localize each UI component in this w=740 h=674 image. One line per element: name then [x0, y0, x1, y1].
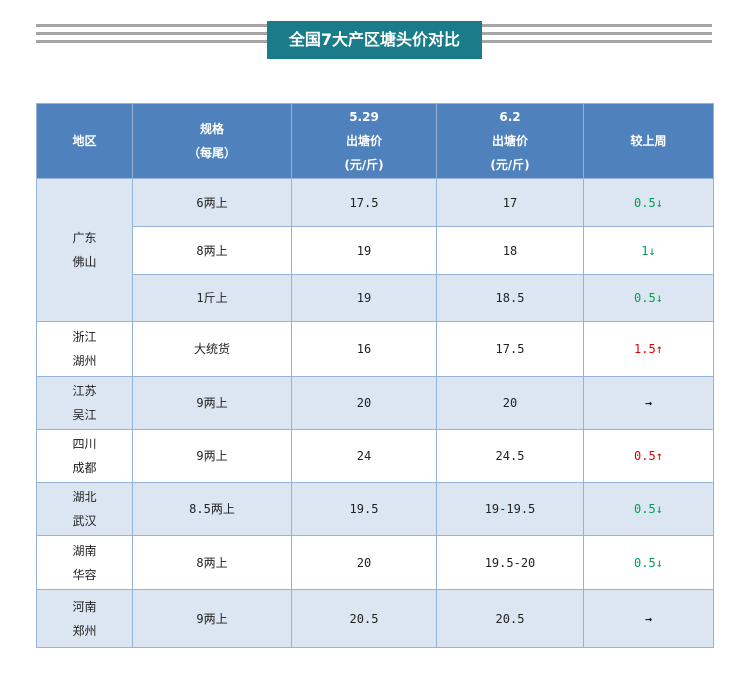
change-cell: 0.5↓ — [583, 482, 714, 536]
price-cell: 19 — [291, 226, 437, 275]
table-body: 广东 佛山 6两上 17.5 17 0.5↓ 8两上 19 18 1↓ 1斤上 19 18.5 0.5↓ 浙… — [36, 178, 714, 648]
text-line: 规格 — [199, 122, 224, 136]
text-line: 湖州 — [72, 354, 97, 368]
text-line: 6.2 — [499, 110, 521, 124]
text-line: （每尾） — [187, 146, 236, 160]
region-cell: 江苏 吴江 — [36, 376, 133, 430]
price-cell: 16 — [291, 321, 437, 377]
price-cell: 19.5 — [291, 482, 437, 536]
change-cell: 1↓ — [583, 226, 714, 275]
text-line: 四川 — [72, 437, 97, 451]
text-line: 出塘价 — [345, 134, 382, 148]
price-cell: 24.5 — [436, 429, 584, 483]
region-cell: 四川 成都 — [36, 429, 133, 483]
change-cell: → — [583, 376, 714, 430]
title: 全国7大产区塘头价对比 — [267, 21, 482, 59]
region-cell: 浙江 湖州 — [36, 321, 133, 377]
change-cell: 0.5↓ — [583, 274, 714, 322]
text-line: 河南 — [72, 599, 97, 614]
text-line: 华容 — [72, 567, 97, 582]
text-line: (元/斤) — [344, 158, 384, 172]
region-cell: 湖北 武汉 — [36, 482, 133, 536]
spec-cell: 6两上 — [132, 178, 292, 227]
price-cell: 20 — [291, 535, 437, 590]
region-cell: 湖南 华容 — [36, 535, 133, 590]
spec-cell: 9两上 — [132, 589, 292, 648]
text-line: 湖南 — [72, 543, 97, 558]
table-row: 江苏 吴江 9两上 20 20 → — [36, 376, 714, 430]
change-cell: 0.5↓ — [583, 178, 714, 227]
header-cell: 规格 （每尾） — [132, 103, 292, 179]
table-row: 浙江 湖州 大统货 16 17.5 1.5↑ — [36, 321, 714, 377]
price-cell: 20 — [291, 376, 437, 430]
text-line: 浙江 — [72, 330, 97, 344]
text-line: 武汉 — [72, 514, 97, 528]
change-cell: 1.5↑ — [583, 321, 714, 377]
text-line: (元/斤) — [490, 158, 530, 172]
text-line: 成都 — [72, 461, 97, 475]
text-line: 湖北 — [72, 490, 97, 504]
text-line: 江苏 — [72, 384, 97, 398]
header-cell: 5.29 出塘价 (元/斤) — [291, 103, 437, 179]
text-line: 佛山 — [72, 255, 97, 269]
price-cell: 17.5 — [291, 178, 437, 227]
header-row: 地区 规格 （每尾） 5.29 出塘价 (元/斤) 6.2 出塘价 (元/斤) 较上周 — [36, 103, 714, 179]
spec-cell: 大统货 — [132, 321, 292, 377]
text-line: 较上周 — [630, 134, 667, 148]
text-line: 出塘价 — [491, 134, 528, 148]
spec-cell: 9两上 — [132, 376, 292, 430]
price-cell: 20.5 — [436, 589, 584, 648]
change-cell: 0.5↓ — [583, 535, 714, 590]
table-row: 8两上 19 18 1↓ — [37, 226, 714, 275]
header-cell: 6.2 出塘价 (元/斤) — [436, 103, 584, 179]
table-row: 湖北 武汉 8.5两上 19.5 19-19.5 0.5↓ — [36, 482, 714, 536]
change-cell: → — [583, 589, 714, 648]
header-cell: 较上周 — [583, 103, 714, 179]
price-cell: 17 — [436, 178, 584, 227]
price-cell: 20.5 — [291, 589, 437, 648]
table-row: 湖南 华容 8两上 20 19.5-20 0.5↓ — [36, 535, 714, 590]
price-cell: 19-19.5 — [436, 482, 584, 536]
table-row: 广东 佛山 6两上 17.5 17 0.5↓ — [36, 178, 714, 322]
text-line: 5.29 — [349, 110, 379, 124]
change-cell: 0.5↑ — [583, 429, 714, 483]
text-line: 吴江 — [72, 408, 97, 422]
spec-cell: 8.5两上 — [132, 482, 292, 536]
spec-cell: 8两上 — [132, 535, 292, 590]
price-table: 地区 规格 （每尾） 5.29 出塘价 (元/斤) 6.2 出塘价 (元/斤) 较上周 广东 佛山 6… — [36, 103, 714, 648]
table-row: 四川 成都 9两上 24 24.5 0.5↑ — [36, 429, 714, 483]
text-line: 郑州 — [72, 623, 97, 638]
table-row: 河南 郑州 9两上 20.5 20.5 → — [36, 589, 714, 648]
text-line: 广东 — [72, 231, 97, 245]
price-cell: 18 — [436, 226, 584, 275]
region-cell: 河南 郑州 — [36, 589, 133, 648]
region-cell: 广东 佛山 — [36, 178, 133, 322]
text-line: 地区 — [72, 134, 97, 148]
spec-cell: 9两上 — [132, 429, 292, 483]
price-cell: 19.5-20 — [436, 535, 584, 590]
spec-cell: 1斤上 — [132, 274, 292, 322]
table-row: 1斤上 19 18.5 0.5↓ — [37, 274, 714, 322]
price-cell: 20 — [436, 376, 584, 430]
price-cell: 19 — [291, 274, 437, 322]
price-cell: 24 — [291, 429, 437, 483]
spec-cell: 8两上 — [132, 226, 292, 275]
header-cell: 地区 — [36, 103, 133, 179]
price-cell: 17.5 — [436, 321, 584, 377]
price-cell: 18.5 — [436, 274, 584, 322]
